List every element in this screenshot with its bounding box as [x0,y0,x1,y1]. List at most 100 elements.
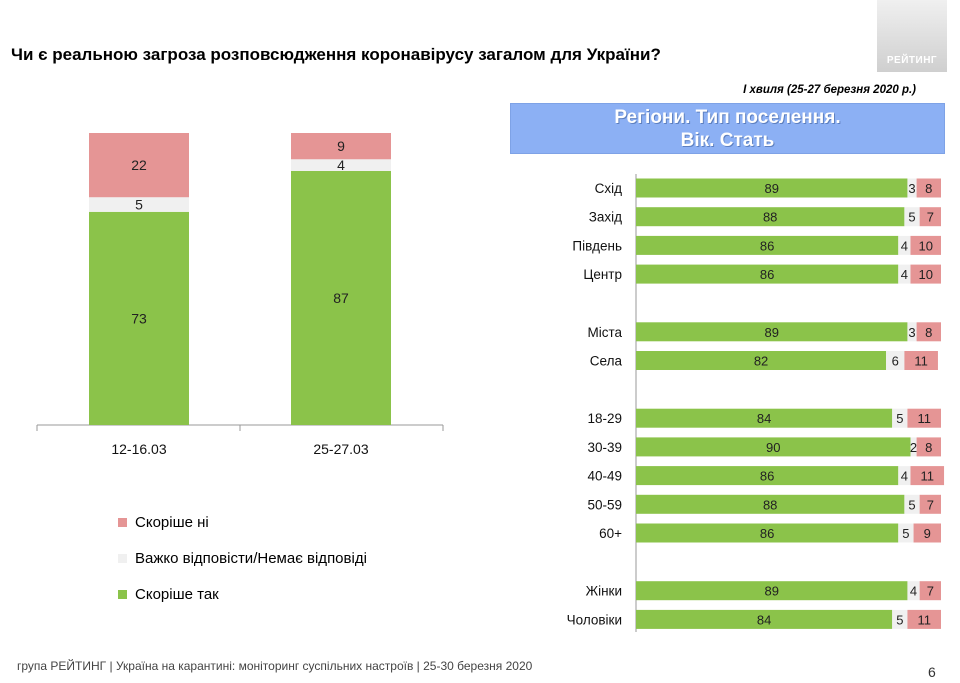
row-bar-yes [636,351,887,370]
row-bar-no [916,437,941,457]
row-value-yes: 82 [754,354,768,369]
row-value-hard: 2 [910,440,917,455]
row-value-hard: 4 [901,267,908,282]
row-bar-no [904,351,938,370]
row-bar-hard [904,207,920,227]
row-bar-yes [636,322,908,342]
row-bar-hard [892,408,908,428]
row-bar-no [916,322,941,342]
row-bar-no [907,609,941,629]
row-value-hard: 3 [908,325,915,340]
row-bar-hard [898,235,911,255]
row-value-hard: 4 [910,584,917,599]
row-bar-no [913,523,941,543]
row-bar-yes [636,178,908,198]
logo-text: РЕЙТИНГ [886,55,938,66]
data-label-hard: 5 [135,197,143,213]
data-label-yes: 87 [333,290,349,306]
data-label-no: 9 [337,138,345,154]
legend-label-hard: Важко відповісти/Немає відповіді [135,550,367,567]
row-value-yes: 90 [766,440,780,455]
row-value-yes: 86 [760,526,774,541]
bar-no [89,133,189,198]
legend-label-no: Скоріше ні [135,514,209,531]
row-bar-yes [636,264,899,284]
row-label: Жінки [586,584,622,599]
x-tick-label: 12-16.03 [111,441,166,457]
row-bar-no [919,494,941,514]
row-value-yes: 84 [757,411,771,426]
data-label-yes: 73 [131,310,147,326]
page-title: Чи є реальною загроза розповсюдження кор… [11,45,661,64]
legend-item-no: Скоріше ні [118,513,209,533]
row-label: 50-59 [587,497,622,512]
legend-swatch-yes [118,589,127,599]
row-bar-hard [907,178,917,198]
row-label: Південь [572,238,622,253]
row-value-no: 11 [914,354,928,369]
row-bar-hard [910,437,917,457]
row-label: Схід [595,181,622,196]
row-label: Міста [587,325,622,340]
row-value-yes: 86 [760,267,774,282]
row-bar-hard [907,581,920,601]
row-value-no: 7 [927,584,934,599]
row-value-no: 11 [921,469,935,484]
row-value-hard: 5 [908,497,915,512]
row-bar-hard [898,264,911,284]
row-bar-yes [636,609,893,629]
row-bar-yes [636,523,899,543]
wave-subtitle: І хвиля (25-27 березня 2020 р.) [743,84,916,96]
row-bar-hard [904,494,920,514]
segments-banner: Регіони. Тип поселення. Вік. Стать [510,103,945,154]
page-number: 6 [928,664,936,680]
row-label: 30-39 [587,440,622,455]
footer-text: група РЕЙТИНГ | Україна на карантині: мо… [17,659,533,673]
row-bar-no [910,264,941,284]
row-value-no: 11 [917,612,931,627]
row-bar-yes [636,408,893,428]
row-value-no: 11 [917,411,931,426]
row-value-hard: 6 [892,354,899,369]
legend-swatch-hard [118,553,127,563]
row-bar-yes [636,494,905,514]
row-value-no: 7 [927,210,934,225]
row-bar-yes [636,466,899,486]
row-value-hard: 4 [901,238,908,253]
row-value-no: 8 [925,181,932,196]
legend-label-yes: Скоріше так [135,586,219,603]
row-label: 60+ [599,526,622,541]
row-bar-no [907,408,941,428]
row-value-no: 7 [927,497,934,512]
row-value-yes: 89 [764,181,778,196]
row-bar-no [916,178,941,198]
row-bar-yes [636,437,911,457]
row-value-yes: 86 [760,238,774,253]
bar-hard [291,159,391,171]
row-label: 18-29 [587,411,622,426]
row-label: Села [590,354,623,369]
row-label: Захід [589,210,622,225]
row-value-yes: 88 [763,210,777,225]
row-value-yes: 89 [764,325,778,340]
bar-yes [291,170,391,425]
row-bar-hard [898,466,911,486]
row-bar-no [910,235,941,255]
row-label: Центр [583,267,622,282]
row-value-hard: 5 [896,411,903,426]
data-label-hard: 4 [337,157,345,173]
row-value-yes: 84 [757,612,771,627]
bar-yes [89,211,189,425]
x-tick-label: 25-27.03 [313,441,368,457]
row-bar-yes [636,235,899,255]
row-bar-no [919,207,941,227]
row-value-no: 8 [925,325,932,340]
row-value-hard: 4 [901,469,908,484]
row-bar-yes [636,207,905,227]
data-label-no: 22 [131,157,147,173]
bar-hard [89,197,189,212]
row-bar-no [919,581,941,601]
row-value-no: 10 [919,238,933,253]
legend-item-hard: Важко відповісти/Немає відповіді [118,549,367,569]
